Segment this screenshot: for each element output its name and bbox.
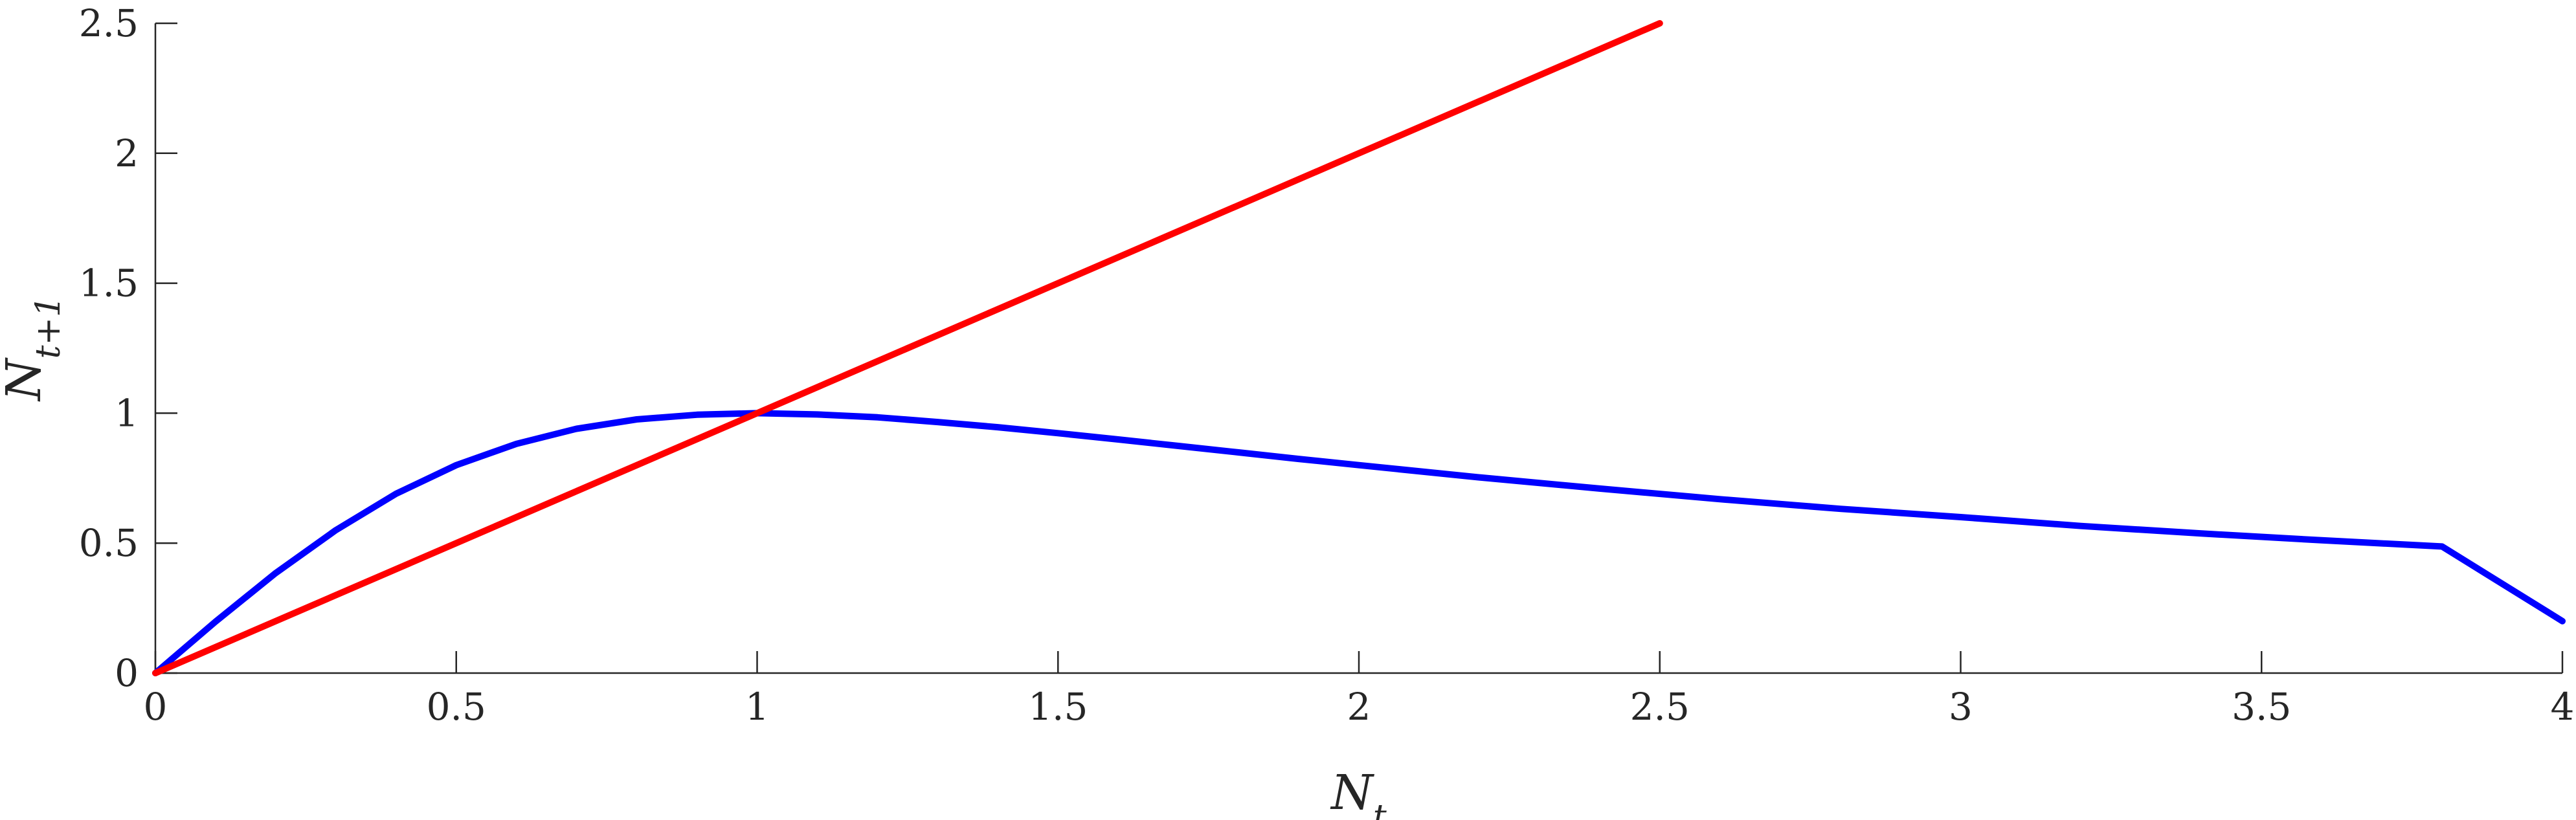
x-axis-title: Nt xyxy=(1330,765,1387,820)
x-ticks: 0 0.5 1 1.5 2 2.5 3 3.5 4 xyxy=(144,651,2575,729)
series-line-red xyxy=(152,20,1663,676)
plot-area: 0 0.5 1 1.5 2 2.5 3 3.5 4 0 0.5 1 1.5 2 2.5 xyxy=(79,1,2575,729)
x-tick-label: 3.5 xyxy=(2232,685,2291,729)
y-axis-title-subscript: t+1 xyxy=(29,296,68,359)
y-tick-label: 0 xyxy=(115,651,139,695)
series-line-blue xyxy=(152,410,2566,676)
y-axis-title-main: N xyxy=(0,357,52,402)
x-tick-label: 0 xyxy=(144,685,168,729)
y-ticks: 0 0.5 1 1.5 2 2.5 xyxy=(79,1,177,695)
y-tick-label: 0.5 xyxy=(79,521,139,565)
y-tick-label: 2.5 xyxy=(79,1,139,45)
x-tick-label: 2.5 xyxy=(1630,685,1690,729)
x-axis-title-subscript: t xyxy=(1373,798,1387,820)
x-tick-label: 1.5 xyxy=(1028,685,1088,729)
x-tick-label: 4 xyxy=(2551,685,2575,729)
y-tick-label: 2 xyxy=(115,131,139,175)
y-axis-title: Nt+1 xyxy=(0,296,68,402)
x-tick-label: 2 xyxy=(1347,685,1371,729)
x-tick-label: 0.5 xyxy=(427,685,486,729)
x-axis-title-main: N xyxy=(1330,765,1374,820)
y-tick-label: 1.5 xyxy=(79,261,139,305)
x-tick-label: 3 xyxy=(1949,685,1973,729)
x-tick-label: 1 xyxy=(745,685,769,729)
series-layer xyxy=(152,20,2566,676)
y-tick-label: 1 xyxy=(115,391,139,435)
